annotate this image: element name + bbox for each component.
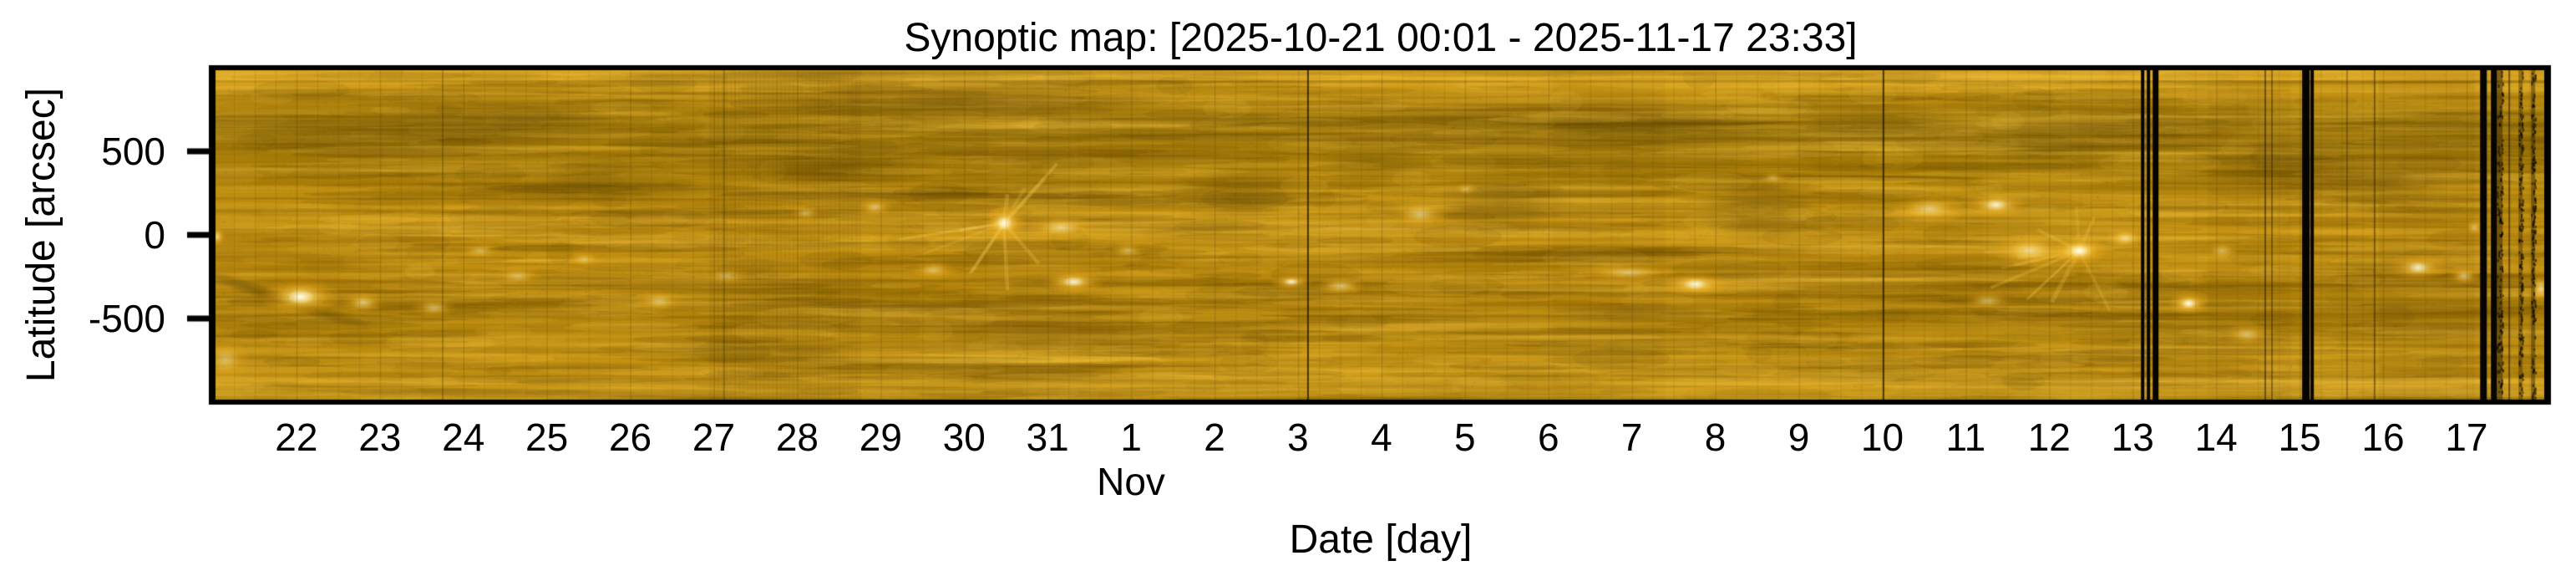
x-tick-label-5: 5	[1454, 415, 1476, 459]
x-tick-label-4: 4	[1371, 415, 1392, 459]
x-tick-label-16: 16	[2361, 415, 2405, 459]
x-tick-label-9: 9	[1787, 415, 1810, 459]
x-tick-label-10: 10	[1860, 415, 1904, 459]
x-tick-label-6: 6	[1537, 415, 1559, 459]
y-tick-label-0: 0	[144, 213, 165, 257]
x-tick-label-27: 27	[692, 415, 736, 459]
x-tick-label-28: 28	[775, 415, 819, 459]
chart-title: Synoptic map: [2025-10-21 00:01 - 2025-1…	[904, 16, 1858, 60]
x-tick-label-25: 25	[525, 415, 569, 459]
y-axis-label: Latitude [arcsec]	[19, 87, 63, 383]
x-tick-label-1: 1	[1120, 415, 1142, 459]
x-axis-label: Date [day]	[1289, 517, 1473, 562]
x-tick-label-11: 11	[1945, 415, 1986, 459]
x-tick-label-15: 15	[2278, 415, 2321, 459]
x-tick-label-2: 2	[1204, 415, 1225, 459]
x-tick-label-30: 30	[942, 415, 986, 459]
y-tick-label-500: 500	[101, 130, 165, 173]
x-tick-label-22: 22	[275, 415, 318, 459]
x-tick-label-17: 17	[2445, 415, 2488, 459]
x-tick-label-31: 31	[1026, 415, 1069, 459]
x-tick-label-26: 26	[608, 415, 652, 459]
y-tick-label--500: -500	[88, 297, 165, 340]
x-tick-label-23: 23	[358, 415, 402, 459]
x-tick-label-3: 3	[1287, 415, 1309, 459]
x-tick-label-13: 13	[2111, 415, 2154, 459]
x-tick-label-8: 8	[1704, 415, 1727, 459]
x-tick-label-12: 12	[2027, 415, 2071, 459]
x-tick-label-29: 29	[859, 415, 902, 459]
x-tick-label-24: 24	[442, 415, 485, 459]
month-tick-label: Nov	[1097, 460, 1165, 503]
x-tick-label-14: 14	[2194, 415, 2238, 459]
x-tick-label-7: 7	[1620, 415, 1643, 459]
